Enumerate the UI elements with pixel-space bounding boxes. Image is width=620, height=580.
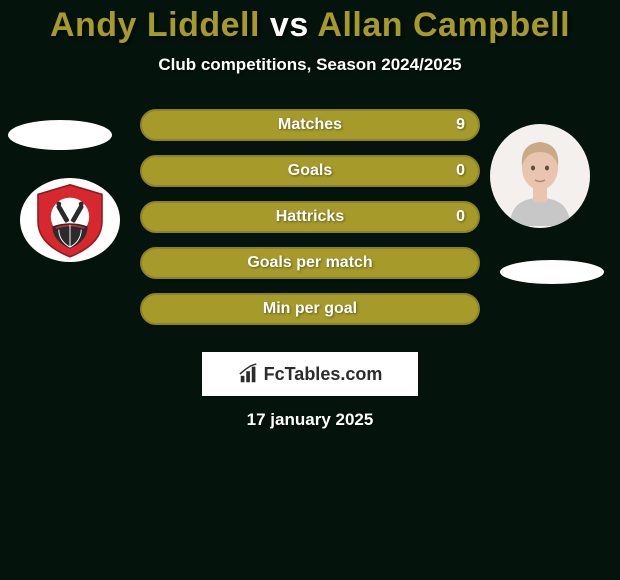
subtitle: Club competitions, Season 2024/2025 xyxy=(0,55,620,75)
bar-chart-icon xyxy=(238,363,260,385)
card-content: Andy Liddell vs Allan Campbell Club comp… xyxy=(0,0,620,580)
title-vs: vs xyxy=(270,6,309,44)
title-player2: Allan Campbell xyxy=(317,6,570,44)
fctables-logo: FcTables.com xyxy=(202,352,418,396)
stat-row: Goals 0 xyxy=(140,155,480,187)
stat-label: Hattricks xyxy=(276,208,344,226)
stat-label: Matches xyxy=(278,116,342,134)
date: 17 january 2025 xyxy=(0,410,620,430)
stat-label: Min per goal xyxy=(263,300,357,318)
stat-row: Min per goal xyxy=(140,293,480,325)
page-title: Andy Liddell vs Allan Campbell xyxy=(0,0,620,45)
stat-row: Matches 9 xyxy=(140,109,480,141)
stat-row: Goals per match xyxy=(140,247,480,279)
logo-text: FcTables.com xyxy=(264,364,383,385)
stat-value-right: 9 xyxy=(456,116,465,134)
stat-value-right: 0 xyxy=(456,208,465,226)
stats-rows: Matches 9 Goals 0 Hattricks 0 Goals per match M… xyxy=(0,109,620,349)
stat-value-right: 0 xyxy=(456,162,465,180)
stat-row: Hattricks 0 xyxy=(140,201,480,233)
stat-label: Goals per match xyxy=(247,254,372,272)
stat-label: Goals xyxy=(288,162,332,180)
title-player1: Andy Liddell xyxy=(50,6,260,44)
